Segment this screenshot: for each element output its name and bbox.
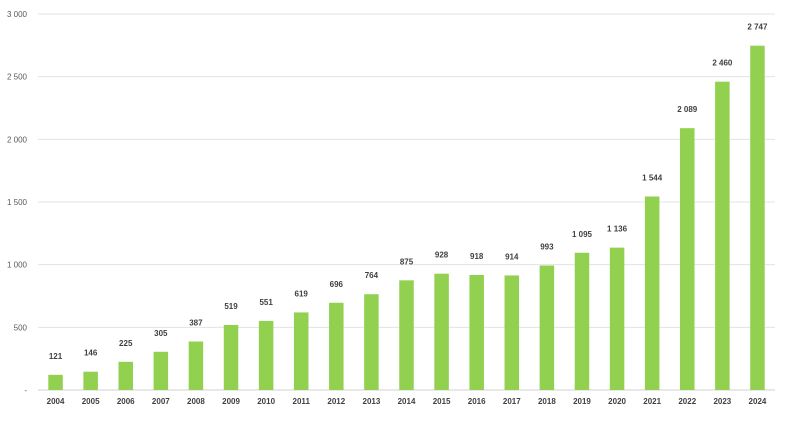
bar-2011 [293, 312, 309, 390]
x-tick-label-2010: 2010 [257, 397, 275, 406]
x-tick-label-2018: 2018 [538, 397, 556, 406]
data-label-2009: 519 [224, 302, 238, 311]
x-tick-label-2014: 2014 [398, 397, 416, 406]
x-tick-label-2013: 2013 [363, 397, 381, 406]
bar-2008 [188, 341, 204, 390]
data-label-2020: 1 136 [607, 225, 628, 234]
data-label-2016: 918 [470, 252, 484, 261]
bar-2015 [434, 273, 449, 390]
data-label-2010: 551 [259, 298, 273, 307]
data-labels: 121 146 225 305 387 519 551 619 696 764 875 928 918 9… [49, 23, 768, 361]
data-label-2015: 928 [435, 251, 449, 260]
x-tick-label-2006: 2006 [117, 397, 135, 406]
x-tick-label-2023: 2023 [713, 397, 731, 406]
x-tick-label-2009: 2009 [222, 397, 240, 406]
bar-2005 [83, 371, 98, 390]
data-label-2011: 619 [295, 289, 309, 298]
bar-2004 [48, 374, 63, 390]
x-tick-label-2022: 2022 [678, 397, 696, 406]
data-label-2005: 146 [84, 349, 98, 358]
bar-2009 [223, 324, 239, 390]
y-tick-label: 500 [14, 323, 28, 332]
data-label-2007: 305 [154, 329, 168, 338]
x-tick-label-2017: 2017 [503, 397, 521, 406]
y-tick-label: 2 000 [7, 135, 28, 144]
y-axis-tick-labels: - 500 1 000 1 500 2 000 2 500 3 000 [7, 10, 28, 395]
data-label-2004: 121 [49, 352, 63, 361]
y-tick-label: 1 500 [7, 198, 28, 207]
bar-2010 [258, 320, 274, 390]
x-tick-label-2024: 2024 [749, 397, 767, 406]
data-label-2017: 914 [505, 252, 519, 261]
bar-2023 [715, 81, 730, 391]
bar-2007 [153, 351, 169, 390]
bar-2021 [644, 196, 660, 390]
bar-2012 [329, 302, 344, 390]
y-tick-label: 3 000 [7, 10, 28, 19]
x-tick-label-2008: 2008 [187, 397, 205, 406]
gridlines [38, 13, 775, 391]
data-label-2014: 875 [400, 257, 414, 266]
bar-2019 [574, 252, 590, 390]
y-tick-label: - [24, 386, 27, 395]
y-tick-label: 1 000 [7, 261, 28, 270]
x-tick-label-2005: 2005 [82, 397, 100, 406]
data-label-2006: 225 [119, 339, 133, 348]
bar-2016 [469, 274, 484, 390]
x-tick-label-2019: 2019 [573, 397, 591, 406]
bars [48, 45, 765, 391]
x-tick-label-2012: 2012 [327, 397, 345, 406]
bar-2022 [680, 128, 695, 391]
data-label-2013: 764 [365, 271, 379, 280]
bar-2013 [364, 294, 379, 390]
bar-2014 [399, 280, 414, 390]
bar-2024 [750, 45, 765, 391]
data-label-2008: 387 [189, 318, 203, 327]
data-label-2023: 2 460 [712, 59, 733, 68]
x-tick-label-2007: 2007 [152, 397, 170, 406]
bar-2018 [539, 265, 555, 390]
bar-2020 [609, 247, 625, 390]
data-label-2022: 2 089 [677, 105, 698, 114]
data-label-2018: 993 [540, 243, 554, 252]
data-label-2021: 1 544 [642, 173, 663, 182]
x-tick-label-2016: 2016 [468, 397, 486, 406]
x-tick-label-2004: 2004 [47, 397, 65, 406]
data-label-2019: 1 095 [572, 230, 593, 239]
data-label-2012: 696 [330, 280, 344, 289]
y-tick-label: 2 500 [7, 73, 28, 82]
x-tick-label-2021: 2021 [643, 397, 661, 406]
bar-2006 [118, 361, 133, 390]
x-tick-label-2020: 2020 [608, 397, 626, 406]
bar-2017 [504, 275, 520, 390]
data-label-2024: 2 747 [747, 23, 768, 32]
x-tick-label-2015: 2015 [433, 397, 451, 406]
x-axis-tick-labels: 2004 2005 2006 2007 2008 2009 2010 2011 2012 2013… [47, 397, 767, 406]
x-tick-label-2011: 2011 [293, 397, 311, 406]
